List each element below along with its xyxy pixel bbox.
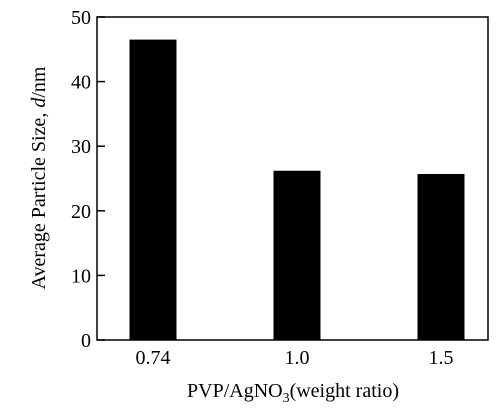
y-tick-label: 20	[71, 201, 91, 223]
y-axis-title-prefix: Average Particle Size,	[28, 108, 50, 290]
x-tick-label: 0.74	[136, 347, 171, 369]
y-axis-title: Average Particle Size, d/nm	[28, 66, 50, 289]
x-tick-label: 1.0	[285, 347, 310, 369]
y-tick-label: 50	[71, 7, 91, 29]
bar	[417, 173, 465, 340]
bar	[273, 170, 321, 340]
x-axis-title-suffix: (weight ratio)	[290, 380, 399, 402]
bar-series	[129, 39, 465, 341]
bar	[129, 39, 177, 341]
y-axis-ticks: 0 10 20 30 40 50	[71, 7, 105, 352]
x-axis-title-prefix: PVP/AgNO	[187, 380, 283, 402]
x-tick-label: 1.5	[429, 347, 454, 369]
y-tick-label: 0	[81, 330, 91, 352]
y-tick-label: 40	[71, 72, 91, 94]
x-axis-title-subscript: 3	[283, 391, 290, 406]
y-axis-title-variable: d	[28, 97, 50, 108]
x-axis-ticks: 0.74 1.0 1.5	[136, 332, 454, 369]
x-axis-title: PVP/AgNO3(weight ratio)	[187, 380, 399, 406]
y-tick-label: 30	[71, 136, 91, 158]
y-tick-label: 10	[71, 265, 91, 287]
y-axis-title-unit: /nm	[28, 66, 50, 98]
